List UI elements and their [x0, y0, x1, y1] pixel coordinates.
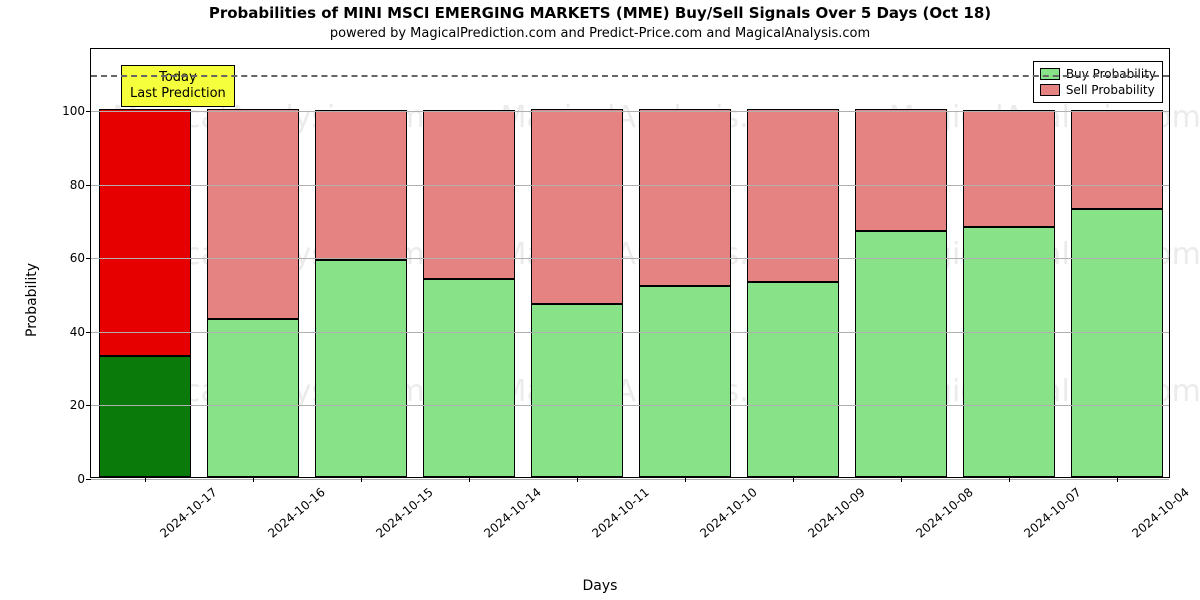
x-tick-label: 2024-10-09: [805, 485, 867, 541]
bar-buy: [99, 356, 192, 477]
x-tick-mark: [361, 477, 362, 482]
today-annotation: Today Last Prediction: [121, 65, 235, 107]
x-tick-label: 2024-10-08: [913, 485, 975, 541]
bar-buy: [423, 279, 516, 477]
y-tick-mark: [86, 405, 91, 406]
bar-sell: [99, 109, 192, 355]
y-tick-mark: [86, 185, 91, 186]
x-tick-mark: [145, 477, 146, 482]
legend-label-sell: Sell Probability: [1066, 82, 1155, 98]
x-tick-mark: [793, 477, 794, 482]
x-tick-label: 2024-10-16: [265, 485, 327, 541]
today-line1: Today: [130, 70, 226, 86]
gridline: [91, 185, 1169, 186]
bar-buy: [1071, 209, 1164, 477]
x-tick-mark: [1009, 477, 1010, 482]
chart-title: Probabilities of MINI MSCI EMERGING MARK…: [0, 4, 1200, 22]
x-tick-mark: [253, 477, 254, 482]
gridline: [91, 258, 1169, 259]
y-axis-label: Probability: [24, 263, 40, 337]
x-tick-label: 2024-10-11: [589, 485, 651, 541]
y-tick-label: 0: [77, 472, 85, 486]
x-tick-label: 2024-10-04: [1129, 485, 1191, 541]
legend-swatch-sell: [1040, 84, 1060, 96]
bar-sell: [963, 110, 1056, 228]
bar-buy: [747, 282, 840, 477]
x-axis-label: Days: [0, 578, 1200, 594]
gridline: [91, 111, 1169, 112]
chart-subtitle: powered by MagicalPrediction.com and Pre…: [0, 26, 1200, 41]
y-tick-label: 20: [70, 398, 85, 412]
x-tick-mark: [1117, 477, 1118, 482]
y-tick-label: 100: [62, 104, 85, 118]
y-tick-label: 80: [70, 178, 85, 192]
x-tick-mark: [685, 477, 686, 482]
legend-row-sell: Sell Probability: [1040, 82, 1156, 98]
bar-sell: [747, 109, 840, 282]
x-tick-label: 2024-10-17: [157, 485, 219, 541]
bar-buy: [207, 319, 300, 477]
bar-sell: [531, 109, 624, 304]
y-tick-mark: [86, 258, 91, 259]
dashed-threshold-line: [91, 75, 1169, 77]
bar-sell: [855, 109, 948, 230]
today-line2: Last Prediction: [130, 86, 226, 102]
y-tick-mark: [86, 479, 91, 480]
x-tick-label: 2024-10-14: [481, 485, 543, 541]
y-tick-label: 60: [70, 251, 85, 265]
x-tick-mark: [901, 477, 902, 482]
bar-sell: [423, 110, 516, 279]
y-tick-label: 40: [70, 325, 85, 339]
bar-buy: [315, 260, 408, 477]
bars-layer: [91, 49, 1169, 477]
x-tick-mark: [577, 477, 578, 482]
bar-sell: [207, 109, 300, 318]
bar-sell: [1071, 110, 1164, 209]
plot-area: MagicalAnalysis.comMagicalAnalysis.comMa…: [90, 48, 1170, 478]
legend: Buy Probability Sell Probability: [1033, 61, 1163, 103]
y-tick-mark: [86, 111, 91, 112]
chart-container: Probabilities of MINI MSCI EMERGING MARK…: [0, 0, 1200, 600]
y-tick-mark: [86, 332, 91, 333]
bar-buy: [639, 286, 732, 477]
bar-buy: [963, 227, 1056, 477]
x-tick-label: 2024-10-07: [1021, 485, 1083, 541]
bar-buy: [531, 304, 624, 477]
bar-buy: [855, 231, 948, 477]
x-tick-label: 2024-10-10: [697, 485, 759, 541]
gridline: [91, 405, 1169, 406]
x-tick-mark: [469, 477, 470, 482]
x-tick-label: 2024-10-15: [373, 485, 435, 541]
gridline: [91, 332, 1169, 333]
